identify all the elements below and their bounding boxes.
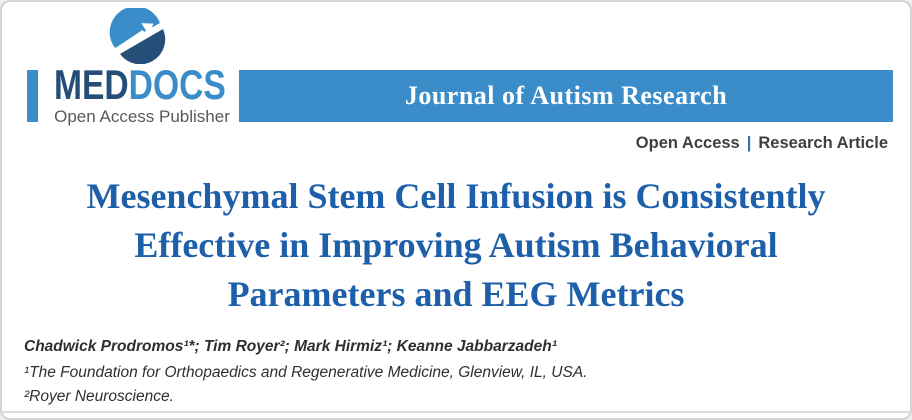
publisher-logo-med: MED	[54, 61, 129, 108]
article-title-line-1: Mesenchymal Stem Cell Infusion is Consis…	[86, 176, 826, 216]
brand-accent-bar	[27, 70, 38, 122]
publisher-tagline: Open Access Publisher	[54, 107, 230, 126]
article-meta-line: Open Access | Research Article	[636, 134, 888, 153]
open-access-label: Open Access	[635, 134, 740, 152]
article-title-line-3: Parameters and EEG Metrics	[227, 274, 685, 314]
affiliation-2: ²Royer Neuroscience.	[24, 388, 174, 405]
article-type-label: Research Article	[758, 134, 888, 152]
publisher-logo: MEDDOCS	[54, 64, 226, 106]
meta-separator: |	[746, 134, 752, 152]
authors-line: Chadwick Prodromos¹*; Tim Royer²; Mark H…	[24, 338, 557, 355]
affiliation-1: ¹The Foundation for Orthopaedics and Reg…	[24, 364, 588, 381]
article-title-line-2: Effective in Improving Autism Behavioral	[134, 225, 778, 265]
article-title: Mesenchymal Stem Cell Infusion is Consis…	[2, 172, 910, 319]
journal-banner: Journal of Autism Research	[239, 70, 893, 122]
pie-chart-arrow-icon	[108, 6, 168, 65]
section-divider	[2, 411, 910, 413]
publisher-logo-docs: DOCS	[128, 61, 226, 108]
journal-title: Journal of Autism Research	[404, 81, 728, 110]
